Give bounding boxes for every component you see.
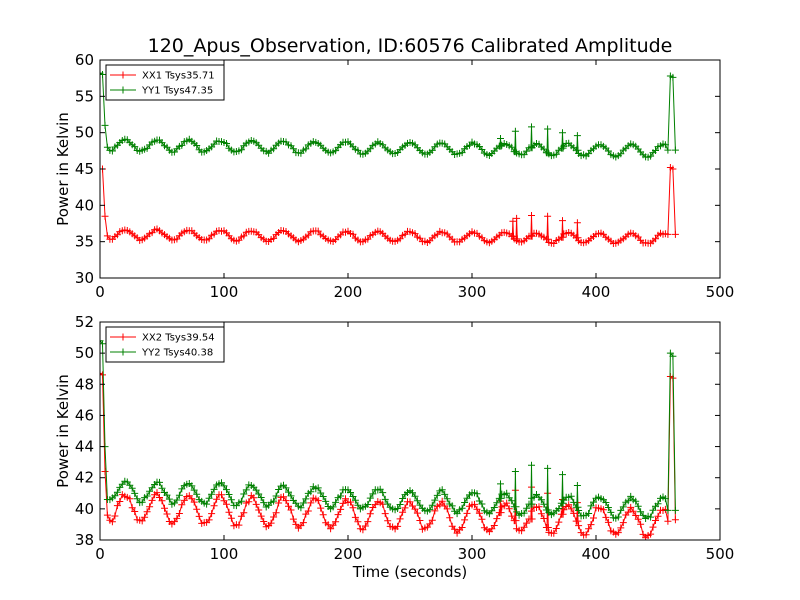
- series-0: [100, 164, 679, 247]
- y-tick-label: 50: [75, 124, 94, 142]
- series-0: [100, 369, 679, 540]
- legend-marker: [119, 348, 127, 356]
- y-tick-label: 40: [75, 500, 94, 518]
- x-tick-label: 0: [95, 545, 105, 563]
- y-tick-label: 55: [75, 87, 94, 105]
- y-tick-label: 52: [75, 313, 94, 331]
- x-tick-label: 200: [334, 545, 363, 563]
- series-markers: [100, 337, 679, 522]
- legend-box: [105, 64, 225, 101]
- legend-marker: [119, 86, 127, 94]
- series-markers: [100, 164, 679, 247]
- legend-label: XX1 Tsys35.71: [142, 71, 215, 82]
- legend: XX2 Tsys39.54 YY2 Tsys40.38: [105, 326, 225, 363]
- legend-label: YY1 Tsys47.35: [141, 86, 213, 97]
- y-tick-label: 40: [75, 196, 94, 214]
- top-panel: 0 100 200 300 400 500 30 35 40 45 50 55 60 Power in K…: [54, 51, 734, 301]
- series-1: [100, 69, 679, 161]
- series-markers: [100, 369, 679, 540]
- x-tick-label: 500: [706, 283, 735, 301]
- bottom-panel: 0 100 200 300 400 500 38 40 42 44 46 48 50 52 Power in…: [54, 313, 734, 563]
- y-tick-label: 30: [75, 269, 94, 287]
- legend-box: [105, 326, 225, 363]
- x-tick-label: 300: [458, 283, 487, 301]
- y-tick-label: 44: [75, 438, 94, 456]
- legend: XX1 Tsys35.71 YY1 Tsys47.35: [105, 64, 225, 101]
- y-tick-label: 48: [75, 375, 94, 393]
- y-tick-label: 60: [75, 51, 94, 69]
- chart-title: 120_Apus_Observation, ID:60576 Calibrate…: [148, 35, 673, 57]
- x-tick-label: 400: [582, 545, 611, 563]
- x-tick-label: 0: [95, 283, 105, 301]
- x-axis-label: Time (seconds): [352, 563, 468, 581]
- y-tick-label: 35: [75, 233, 94, 251]
- y-tick-label: 50: [75, 344, 94, 362]
- x-tick-label: 100: [210, 283, 239, 301]
- y-tick-label: 46: [75, 406, 94, 424]
- x-tick-label: 300: [458, 545, 487, 563]
- legend-marker: [119, 71, 127, 79]
- legend-marker: [119, 333, 127, 341]
- series-1: [100, 337, 679, 522]
- series-markers: [100, 69, 679, 161]
- x-tick-label: 500: [706, 545, 735, 563]
- y-tick-label: 45: [75, 160, 94, 178]
- legend-label: YY2 Tsys40.38: [141, 348, 213, 359]
- axes-frame: [99, 321, 721, 541]
- x-tick-label: 400: [582, 283, 611, 301]
- y-tick-label: 38: [75, 531, 94, 549]
- series-group: [100, 337, 679, 540]
- y-tick-label: 42: [75, 469, 94, 487]
- legend-label: XX2 Tsys39.54: [142, 333, 215, 344]
- x-tick-label: 100: [210, 545, 239, 563]
- series-group: [100, 69, 679, 247]
- y-axis-label: Power in Kelvin: [54, 112, 72, 226]
- y-axis-label: Power in Kelvin: [54, 374, 72, 488]
- x-tick-label: 200: [334, 283, 363, 301]
